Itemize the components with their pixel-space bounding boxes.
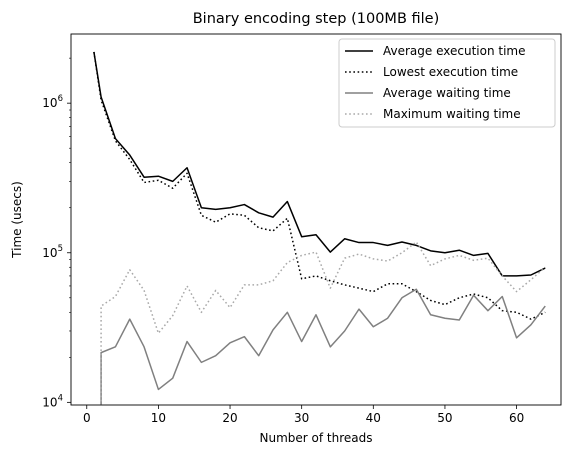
y-tick-label: 105 bbox=[42, 244, 63, 260]
y-axis-label: Time (usecs) bbox=[10, 181, 24, 259]
y-axis: 104 105 106 bbox=[42, 58, 71, 409]
x-tick-label: 30 bbox=[294, 411, 309, 425]
x-tick-label: 40 bbox=[366, 411, 381, 425]
legend-label: Maximum waiting time bbox=[383, 107, 521, 121]
x-axis-label: Number of threads bbox=[260, 431, 373, 445]
x-tick-label: 60 bbox=[509, 411, 524, 425]
legend: Average execution time Lowest execution t… bbox=[339, 39, 555, 127]
x-tick-label: 20 bbox=[222, 411, 237, 425]
x-tick-label: 0 bbox=[83, 411, 91, 425]
y-tick-label: 104 bbox=[42, 393, 63, 409]
series-line-3 bbox=[101, 289, 545, 435]
x-tick-label: 10 bbox=[151, 411, 166, 425]
legend-label: Average waiting time bbox=[383, 86, 511, 100]
x-axis: 0 10 20 30 40 50 60 bbox=[83, 405, 524, 425]
x-tick-label: 50 bbox=[437, 411, 452, 425]
legend-label: Lowest execution time bbox=[383, 65, 518, 79]
series-line-4 bbox=[101, 242, 545, 435]
chart-title: Binary encoding step (100MB file) bbox=[193, 11, 440, 27]
y-tick-label: 106 bbox=[42, 94, 63, 110]
legend-label: Average execution time bbox=[383, 44, 526, 58]
